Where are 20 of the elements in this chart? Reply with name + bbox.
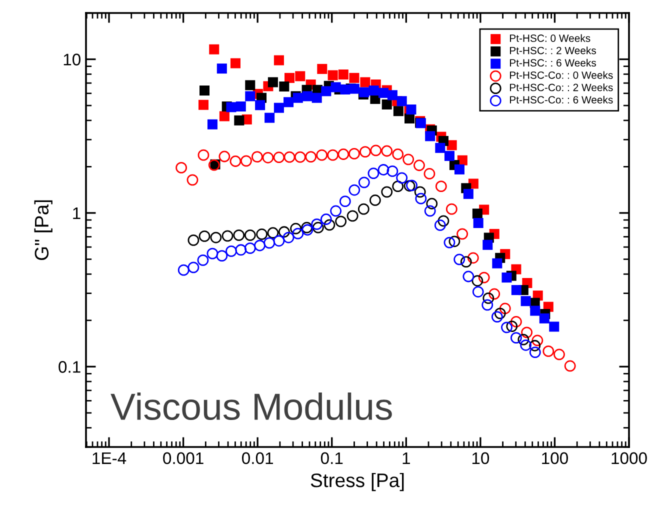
x-tick-label: 0.01 [242, 452, 273, 464]
legend-label: Pt-HSC: : 2 Weeks [510, 46, 596, 54]
annotation: Viscous Modulus [110, 392, 392, 420]
x-tick-label: 1 [402, 452, 410, 464]
x-tick-label: 1000 [612, 452, 647, 464]
legend-label: Pt-HSC-Co: : 6 Weeks [510, 96, 613, 104]
x-axis-title: Stress [Pa] [310, 472, 404, 492]
y-tick-label: 0.1 [58, 361, 80, 373]
x-tick-label: 100 [542, 452, 568, 464]
x-tick-label: 0.001 [163, 452, 204, 464]
x-tick-label: 0.1 [320, 452, 343, 464]
legend-label: Pt-HSC: 0 Weeks [510, 34, 590, 42]
y-tick-label: 1 [73, 208, 80, 219]
legend-label: Pt-HSC: : 6 Weeks [510, 58, 596, 67]
x-tick-label: 10 [472, 452, 490, 464]
legend-label: Pt-HSC-Co: : 2 Weeks [510, 84, 613, 92]
x-tick-label: 1E-4 [92, 452, 126, 464]
y-tick-label: 10 [64, 54, 80, 66]
y-axis-title: G" [Pa] [34, 200, 52, 260]
legend-label: Pt-HSC-Co: : 0 Weeks [510, 71, 613, 79]
